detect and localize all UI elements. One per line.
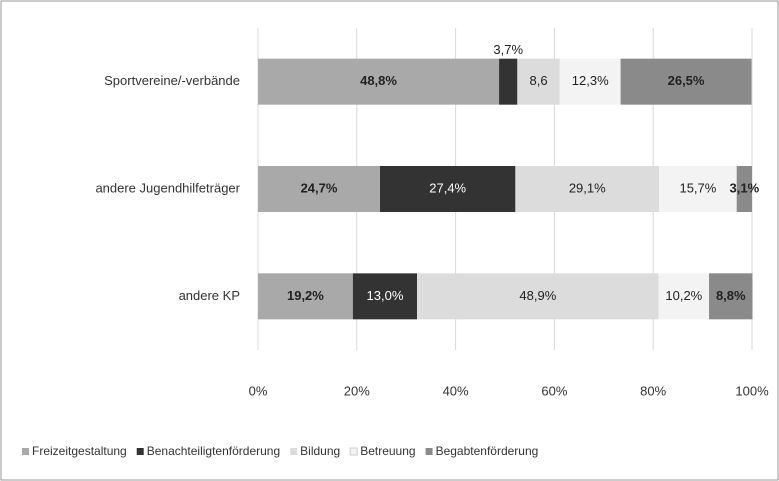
legend-label: Begabtenförderung xyxy=(436,444,539,458)
data-label: 24,7% xyxy=(301,180,338,195)
x-tick-label: 80% xyxy=(640,383,666,398)
data-label: 3,7% xyxy=(493,42,523,57)
x-tick-label: 40% xyxy=(443,383,469,398)
bar-segment xyxy=(709,273,753,320)
bar-segment xyxy=(417,273,659,320)
bar-segment xyxy=(736,166,752,212)
data-label: 29,1% xyxy=(569,180,606,195)
data-label: 48,9% xyxy=(519,288,556,303)
legend-label: Bildung xyxy=(300,444,340,458)
data-label: 27,4% xyxy=(429,180,466,195)
legend-label: Betreuung xyxy=(360,444,415,458)
x-tick-label: 0% xyxy=(249,383,268,398)
legend-swatch xyxy=(22,448,29,455)
data-label: 26,5% xyxy=(668,73,705,88)
data-label: 3,1% xyxy=(730,180,760,195)
bar-segment xyxy=(258,166,381,212)
bar-segment xyxy=(559,58,621,105)
legend-swatch xyxy=(349,447,358,456)
x-tick-label: 60% xyxy=(541,383,567,398)
data-label: 19,2% xyxy=(287,288,324,303)
data-label: 12,3% xyxy=(572,73,609,88)
bar-segment xyxy=(515,166,660,212)
bar-segment xyxy=(499,58,518,105)
legend-label: Benachteiligtenförderung xyxy=(147,444,280,458)
data-label: 8,6 xyxy=(530,73,548,88)
bar-segment xyxy=(258,58,500,105)
bar-segment xyxy=(380,166,516,212)
bar-segment xyxy=(258,273,353,320)
legend-swatch xyxy=(290,448,298,455)
x-tick-label: 100% xyxy=(735,383,769,398)
data-label: 13,0% xyxy=(367,288,404,303)
bar-segment xyxy=(620,58,752,105)
data-label: 15,7% xyxy=(679,180,716,195)
bar-segment xyxy=(659,166,737,212)
legend-swatch xyxy=(136,448,144,455)
y-tick-label: Sportvereine/-verbände xyxy=(104,73,240,88)
bar-segment xyxy=(517,58,560,105)
data-label: 48,8% xyxy=(360,73,397,88)
legend-label: Freizeitgestaltung xyxy=(32,444,127,458)
bar-segment xyxy=(658,273,710,320)
y-tick-label: andere KP xyxy=(179,288,240,303)
legend-swatch xyxy=(425,448,433,455)
bar-segment xyxy=(352,273,418,320)
y-tick-label: andere Jugendhilfeträger xyxy=(95,180,240,195)
data-label: 8,8% xyxy=(716,288,746,303)
x-tick-label: 20% xyxy=(344,383,370,398)
data-label: 10,2% xyxy=(665,288,702,303)
